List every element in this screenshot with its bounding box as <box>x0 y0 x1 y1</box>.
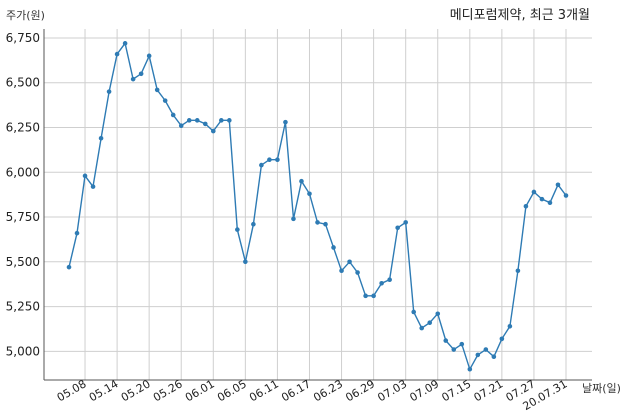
price-point <box>507 323 513 329</box>
price-point <box>154 87 160 93</box>
price-point <box>315 220 320 225</box>
x-tick-label: 07.21 <box>472 377 506 404</box>
price-point <box>235 227 240 232</box>
price-point <box>138 71 144 77</box>
y-tick-label: 5,000 <box>6 344 40 358</box>
price-point <box>531 189 537 195</box>
price-point <box>435 311 441 317</box>
price-point <box>563 193 569 198</box>
price-point <box>547 200 553 206</box>
x-tick-label: 05.20 <box>119 377 153 404</box>
price-point <box>467 366 473 372</box>
price-point <box>539 196 545 202</box>
x-tick-label: 06.11 <box>247 377 281 404</box>
price-point <box>491 354 497 360</box>
price-point <box>194 118 200 123</box>
price-point <box>82 173 88 179</box>
price-point <box>427 320 433 325</box>
x-tick-label: 06.05 <box>215 377 249 404</box>
price-point <box>347 259 352 265</box>
price-point <box>523 203 529 209</box>
price-point <box>170 112 176 118</box>
price-point <box>387 277 392 283</box>
x-tick-label: 07.15 <box>440 377 474 404</box>
y-tick-label: 6,750 <box>6 31 40 45</box>
x-tick-label: 06.23 <box>311 377 345 404</box>
price-point <box>451 347 457 352</box>
price-point <box>283 119 288 125</box>
price-point <box>267 157 272 163</box>
price-point <box>379 280 384 286</box>
price-point <box>114 51 120 57</box>
price-line <box>68 41 567 372</box>
price-point <box>210 128 216 134</box>
price-point <box>251 221 256 227</box>
price-series <box>66 41 569 372</box>
y-tick-label: 5,250 <box>6 300 40 314</box>
price-point <box>98 135 104 141</box>
price-point <box>275 157 280 163</box>
x-tick-label: 06.17 <box>279 377 313 404</box>
x-tick-label: 05.26 <box>151 377 185 404</box>
price-point <box>66 264 72 270</box>
price-point <box>122 41 128 46</box>
price-point <box>459 341 465 347</box>
price-point <box>259 162 264 168</box>
price-point <box>403 220 408 225</box>
price-point <box>355 270 360 275</box>
price-point <box>515 268 521 274</box>
price-point <box>186 118 192 123</box>
price-point <box>395 225 400 231</box>
price-point <box>443 338 449 343</box>
x-tick-label: 07.09 <box>407 377 441 404</box>
price-point <box>90 184 96 189</box>
x-tick-label: 06.01 <box>183 377 217 404</box>
x-axis-label: 날짜(일) <box>582 381 621 395</box>
axes <box>43 29 592 381</box>
price-point <box>202 121 208 127</box>
x-tick-label: 05.08 <box>55 377 89 404</box>
price-point <box>106 89 112 94</box>
price-point <box>419 325 425 331</box>
price-point <box>178 123 184 129</box>
price-point <box>499 336 505 342</box>
price-point <box>299 178 304 184</box>
x-tick-label: 05.14 <box>87 377 121 404</box>
x-tick-labels: 05.0805.1405.2005.2606.0106.0506.1106.17… <box>55 377 570 413</box>
chart-title: 메디포럼제약, 최근 3개월 <box>450 8 590 23</box>
price-point <box>291 216 296 222</box>
price-point <box>339 268 344 274</box>
grid-lines <box>44 29 592 380</box>
price-point <box>130 76 136 82</box>
x-tick-label: 06.29 <box>343 377 377 404</box>
price-point <box>555 182 561 188</box>
y-tick-label: 5,500 <box>6 255 40 269</box>
price-point <box>146 53 152 59</box>
price-point <box>363 293 368 299</box>
y-tick-label: 6,000 <box>6 165 40 179</box>
price-point <box>371 293 376 299</box>
price-point <box>219 118 224 123</box>
price-point <box>227 118 232 123</box>
price-point <box>162 98 168 103</box>
y-axis-label: 주가(원) <box>6 9 45 22</box>
x-tick-label: 07.03 <box>375 377 409 404</box>
price-point <box>307 191 312 197</box>
price-point <box>331 245 336 250</box>
y-tick-labels: 5,000 5,250 5,500 5,750 6,000 6,250 6,500 6,750 <box>6 31 40 358</box>
price-point <box>323 221 328 227</box>
price-point <box>483 347 489 352</box>
price-point <box>411 309 416 315</box>
price-point <box>243 259 248 265</box>
price-point <box>74 230 80 236</box>
y-tick-label: 6,250 <box>6 120 40 134</box>
price-point <box>475 352 481 358</box>
y-tick-label: 5,750 <box>6 210 40 224</box>
y-tick-label: 6,500 <box>6 76 40 90</box>
